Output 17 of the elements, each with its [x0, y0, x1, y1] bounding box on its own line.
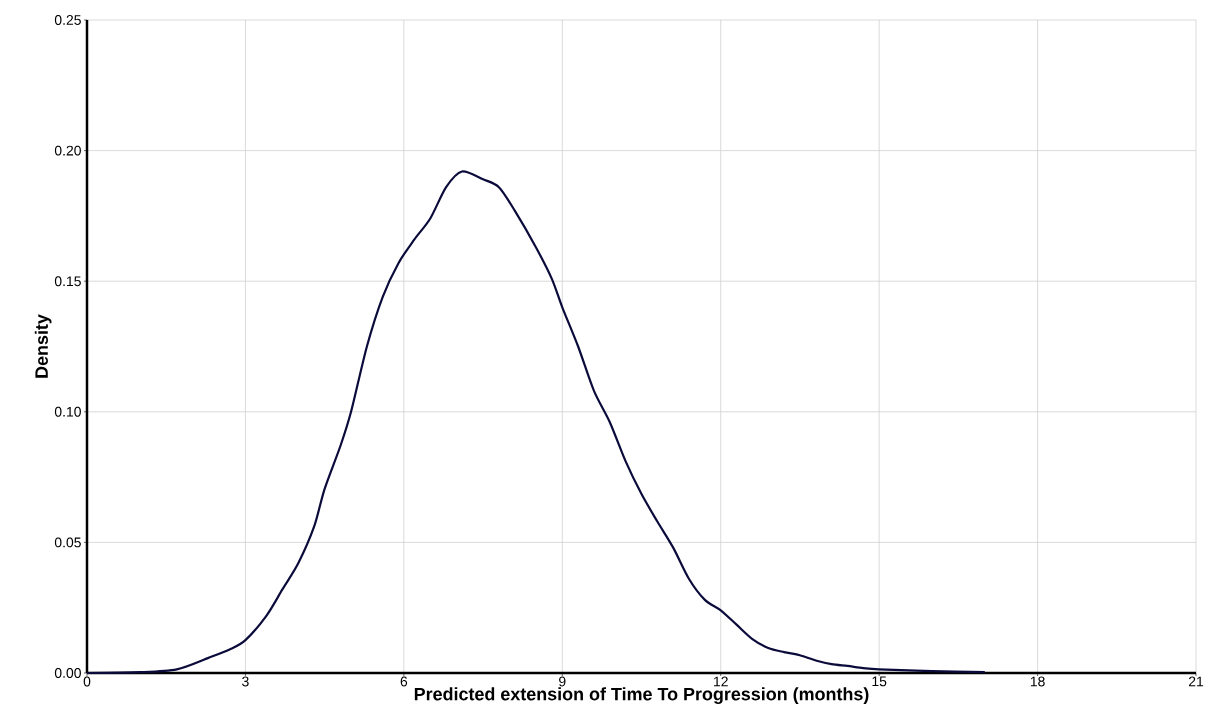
y-tick-label: 0.25	[54, 15, 81, 25]
x-axis-title: Predicted extension of Time To Progression (months)	[414, 687, 869, 705]
y-tick-label: 0.20	[54, 145, 81, 156]
x-tick-label: 21	[1188, 676, 1204, 687]
x-tick-label: 15	[872, 676, 887, 687]
line-series	[85, 170, 986, 675]
y-tick-label: 0.05	[54, 537, 81, 548]
x-tick-label: 9	[559, 676, 566, 687]
x-tick-label: 18	[1030, 676, 1045, 687]
y-tick-label: 0.00	[54, 668, 81, 678]
x-tick-label: 0	[83, 676, 91, 687]
x-tick-label: 3	[242, 676, 249, 687]
y-tick-label: 0.15	[54, 276, 81, 287]
x-tick-label: 6	[400, 676, 408, 687]
x-tick-label: 12	[714, 676, 728, 687]
y-axis-title: Density	[34, 314, 52, 378]
y-tick-label: 0.10	[54, 406, 81, 417]
